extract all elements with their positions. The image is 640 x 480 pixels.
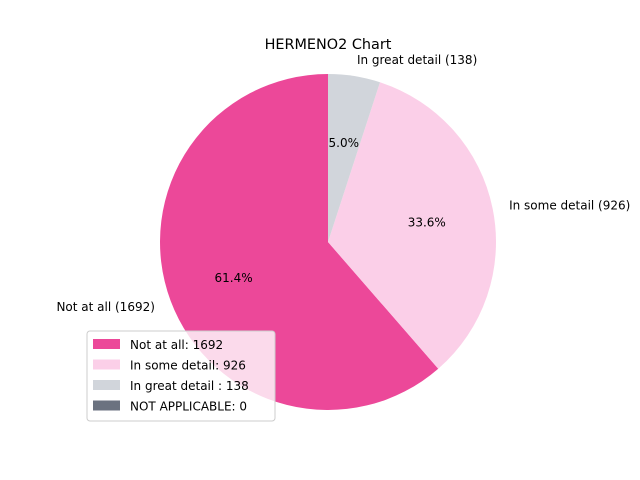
legend-swatch [93,380,120,390]
slice-in-some-detail [328,82,496,369]
chart-title: HERMENO2 Chart [265,37,392,53]
legend-swatch [93,339,120,349]
slice-in-great-detail-label: In great detail (138) [357,53,477,67]
slice-not-at-all-percent: 61.4% [215,271,253,285]
legend-entry: Not at all: 1692 [130,338,223,352]
legend-entry: NOT APPLICABLE: 0 [130,400,247,414]
pie-labels: Not at all (1692) 61.4% In some detail (92… [56,53,630,314]
legend-entry: In great detail : 138 [130,379,249,393]
slice-in-great-detail [328,74,380,242]
legend: Not at all: 1692 In some detail: 926 In gr… [86,330,276,422]
slice-in-great-detail-percent: 5.0% [329,136,360,150]
slice-in-some-detail-label: In some detail (926) [509,199,630,213]
pie-slices [160,74,496,410]
legend-swatch [93,400,120,411]
slice-not-at-all-label: Not at all (1692) [56,300,154,314]
slice-in-some-detail-percent: 33.6% [408,215,446,229]
legend-frame [86,330,276,422]
slice-not-at-all [160,74,439,410]
legend-swatch [93,359,120,370]
legend-entry: In some detail: 926 [130,359,246,373]
